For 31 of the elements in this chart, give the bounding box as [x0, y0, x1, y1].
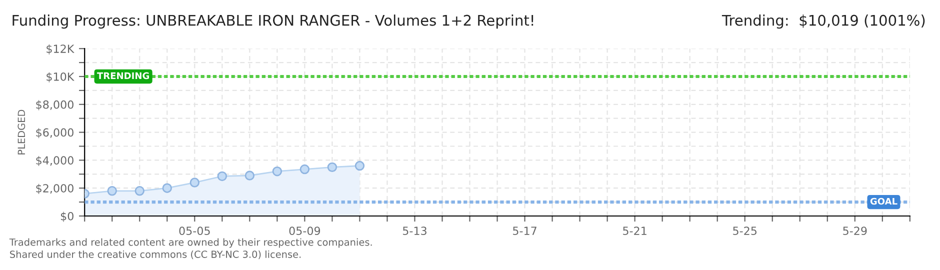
y-tick-label: $6,000 — [36, 128, 74, 138]
y-tick-label: $10K — [46, 72, 74, 82]
y-tick-label: $0 — [60, 212, 74, 222]
ref-line-label: GOAL — [870, 198, 898, 205]
point — [107, 186, 117, 196]
y-axis-title: PLEDGED — [18, 110, 26, 154]
chart-subtitle: Trending: $10,019 (1001%) — [722, 14, 925, 29]
point — [244, 170, 255, 180]
x-tick-label: 5-13 — [402, 226, 426, 236]
point — [300, 164, 310, 174]
point — [354, 160, 365, 171]
x-tick-label: 5-21 — [623, 226, 646, 236]
point — [190, 178, 200, 188]
point — [272, 166, 282, 176]
x-tick-label: 5-29 — [843, 226, 867, 236]
x-tick-label: 05-05 — [179, 226, 210, 236]
point — [217, 171, 228, 182]
x-tick-label: 5-25 — [733, 226, 756, 236]
chart-title: Funding Progress: UNBREAKABLE IRON RANGER - Volumes 1+2 Reprint! — [12, 14, 534, 29]
point — [162, 183, 172, 193]
x-tick-label: 05-09 — [289, 226, 320, 236]
x-tick-label: 5-17 — [513, 226, 536, 236]
text: Shared under the creative commons (CC BY-NC 3.0) license. — [10, 250, 301, 260]
y-tick-label: $12K — [46, 44, 74, 54]
text: Trademarks and related content are owned by their respective companies. — [9, 238, 372, 248]
y-tick-label: $4,000 — [36, 156, 74, 166]
y-tick-label: $2,000 — [36, 184, 74, 194]
ref-line-label: TRENDING — [97, 72, 149, 80]
y-tick-label: $8,000 — [36, 100, 74, 110]
point — [327, 162, 338, 172]
point — [134, 186, 144, 196]
